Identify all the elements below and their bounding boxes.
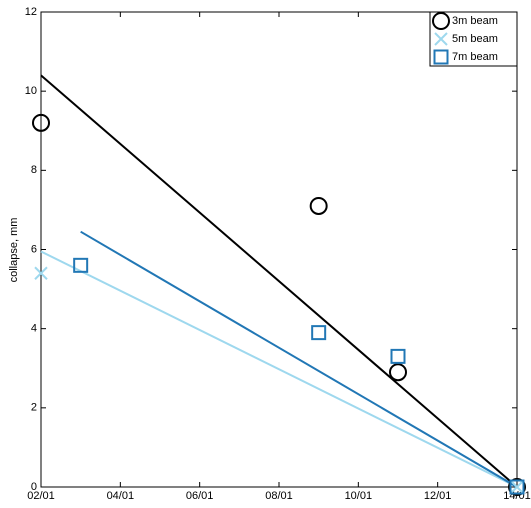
y-tick-label: 8	[31, 164, 37, 176]
legend-marker	[434, 32, 448, 46]
x-tick-label: 12/01	[424, 490, 452, 502]
marker	[510, 480, 524, 494]
marker	[389, 363, 407, 382]
x-tick-label: 04/01	[107, 490, 135, 502]
plot-area	[40, 11, 518, 488]
x-tick-label: 06/01	[186, 490, 214, 502]
x-tick-label: 08/01	[265, 490, 293, 502]
x-tick-label: 02/01	[27, 490, 55, 502]
fit-line	[40, 74, 518, 488]
marker	[309, 196, 328, 215]
legend-marker	[432, 12, 450, 30]
fit-line	[40, 250, 518, 488]
legend-marker	[433, 49, 449, 65]
legend-label: 7m beam	[452, 51, 498, 63]
y-tick-label: 12	[25, 6, 37, 18]
y-tick-label: 6	[31, 243, 37, 255]
legend-label: 5m beam	[452, 33, 498, 45]
marker	[73, 257, 89, 273]
marker	[390, 348, 406, 364]
x-tick-label: 10/01	[345, 490, 373, 502]
legend-box	[429, 11, 518, 67]
y-tick-label: 0	[31, 481, 37, 493]
marker	[509, 479, 525, 495]
y-tick-label: 10	[25, 85, 37, 97]
legend-label: 3m beam	[452, 15, 498, 27]
marker	[311, 325, 327, 341]
fit-line	[80, 230, 518, 488]
marker	[508, 478, 526, 496]
marker	[32, 113, 50, 132]
marker	[34, 266, 48, 280]
y-tick-label: 2	[31, 402, 37, 414]
y-tick-label: 4	[31, 323, 37, 335]
y-axis-label: collapse, mm	[8, 218, 20, 283]
